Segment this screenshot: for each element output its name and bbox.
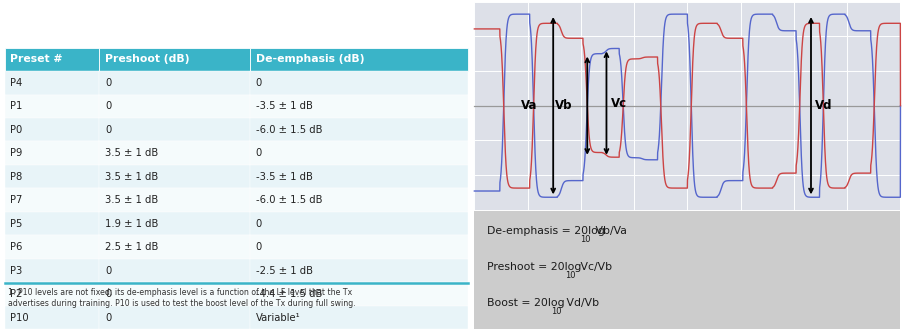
Bar	[5, 165, 100, 188]
Text: 0: 0	[255, 242, 262, 252]
Bar	[5, 95, 100, 118]
Bar	[5, 48, 100, 71]
Text: -3.5 ± 1 dB: -3.5 ± 1 dB	[255, 101, 312, 111]
Text: P0: P0	[10, 125, 23, 135]
Text: Vb: Vb	[556, 99, 573, 112]
Text: Vc/Vb: Vc/Vb	[577, 262, 613, 272]
Bar	[250, 71, 468, 95]
Bar	[100, 188, 250, 212]
Bar	[100, 259, 250, 282]
Text: P8: P8	[10, 172, 23, 182]
Text: Va: Va	[521, 99, 538, 112]
Bar	[250, 212, 468, 235]
Bar	[5, 188, 100, 212]
Bar	[100, 48, 250, 71]
Bar	[100, 212, 250, 235]
Bar	[250, 188, 468, 212]
Bar	[5, 235, 100, 259]
Text: P10: P10	[10, 312, 29, 323]
Text: 1. P10 levels are not fixed; its de-emphasis level is a function of the LF level: 1. P10 levels are not fixed; its de-emph…	[8, 288, 356, 308]
Text: -3.5 ± 1 dB: -3.5 ± 1 dB	[255, 172, 312, 182]
Text: Variable¹: Variable¹	[255, 312, 300, 323]
Text: Preset #: Preset #	[10, 54, 62, 64]
Bar	[100, 71, 250, 95]
Bar	[100, 282, 250, 306]
Bar	[250, 48, 468, 71]
Text: 0: 0	[105, 289, 111, 299]
Text: De-emphasis = 20log: De-emphasis = 20log	[487, 226, 605, 236]
Text: Preshoot = 20log: Preshoot = 20log	[487, 262, 582, 272]
Text: 3.5 ± 1 dB: 3.5 ± 1 dB	[105, 148, 158, 158]
Text: 0: 0	[105, 101, 111, 111]
Text: 1.9 ± 1 dB: 1.9 ± 1 dB	[105, 219, 158, 229]
Text: -6.0 ± 1.5 dB: -6.0 ± 1.5 dB	[255, 195, 322, 205]
Text: Preshoot (dB): Preshoot (dB)	[105, 54, 189, 64]
Text: Vb/Va: Vb/Va	[592, 226, 627, 236]
Text: 10: 10	[566, 271, 576, 280]
Text: P3: P3	[10, 266, 23, 276]
Text: -4.4 ± 1.5 dB: -4.4 ± 1.5 dB	[255, 289, 322, 299]
Text: P6: P6	[10, 242, 23, 252]
Text: P9: P9	[10, 148, 23, 158]
Text: 0: 0	[105, 78, 111, 88]
Text: 3.5 ± 1 dB: 3.5 ± 1 dB	[105, 195, 158, 205]
Bar	[100, 95, 250, 118]
Bar	[250, 95, 468, 118]
Text: P7: P7	[10, 195, 23, 205]
Bar	[5, 306, 100, 329]
Text: Vd/Vb: Vd/Vb	[563, 298, 599, 308]
Text: P2: P2	[10, 289, 23, 299]
Bar	[474, 2, 900, 210]
Text: 0: 0	[255, 219, 262, 229]
Bar	[5, 71, 100, 95]
Bar	[250, 165, 468, 188]
Text: -2.5 ± 1 dB: -2.5 ± 1 dB	[255, 266, 312, 276]
Bar	[250, 282, 468, 306]
Text: 0: 0	[105, 312, 111, 323]
Bar	[5, 212, 100, 235]
Text: 0: 0	[105, 266, 111, 276]
Bar	[5, 259, 100, 282]
Bar	[100, 165, 250, 188]
Text: 0: 0	[255, 148, 262, 158]
Text: 10: 10	[551, 307, 561, 316]
Bar	[250, 306, 468, 329]
Text: 2.5 ± 1 dB: 2.5 ± 1 dB	[105, 242, 158, 252]
Bar	[5, 118, 100, 141]
Text: 0: 0	[255, 78, 262, 88]
Text: 3.5 ± 1 dB: 3.5 ± 1 dB	[105, 172, 158, 182]
Text: Vc: Vc	[611, 97, 627, 110]
Bar	[100, 141, 250, 165]
Bar	[474, 210, 900, 329]
Text: P5: P5	[10, 219, 23, 229]
Text: Vd: Vd	[815, 99, 833, 112]
Text: P4: P4	[10, 78, 23, 88]
Bar	[250, 141, 468, 165]
Text: 10: 10	[580, 235, 591, 244]
Bar	[5, 141, 100, 165]
Text: P1: P1	[10, 101, 23, 111]
Bar	[250, 118, 468, 141]
Bar	[100, 118, 250, 141]
Bar	[250, 259, 468, 282]
Bar	[100, 306, 250, 329]
Text: De-emphasis (dB): De-emphasis (dB)	[255, 54, 364, 64]
Text: 0: 0	[105, 125, 111, 135]
Bar	[5, 282, 100, 306]
Text: -6.0 ± 1.5 dB: -6.0 ± 1.5 dB	[255, 125, 322, 135]
Bar	[100, 235, 250, 259]
Bar	[250, 235, 468, 259]
Text: Boost = 20log: Boost = 20log	[487, 298, 565, 308]
